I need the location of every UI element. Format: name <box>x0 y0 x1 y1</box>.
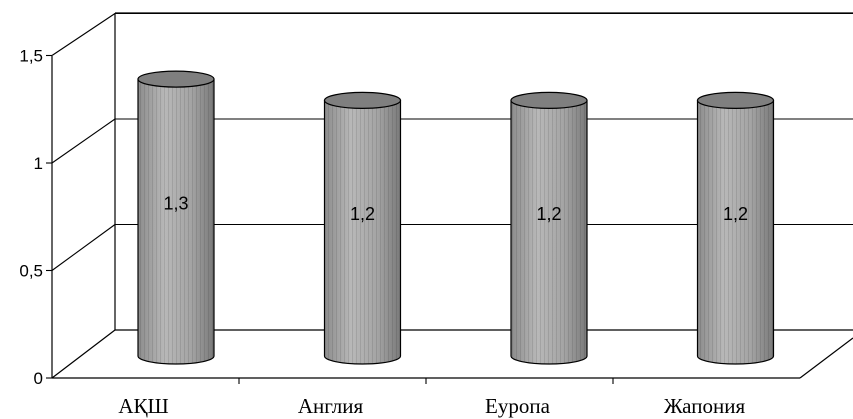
gridline-side-2 <box>51 118 116 164</box>
data-label: 1,2 <box>536 204 561 224</box>
bar-1 <box>323 91 402 365</box>
category-label: Англия <box>298 394 364 418</box>
bar-outline <box>510 99 588 365</box>
bar-outline <box>323 99 402 365</box>
bar-3 <box>696 91 775 365</box>
bar-top <box>696 91 775 110</box>
bar-top <box>510 91 588 110</box>
category-label: Еуропа <box>485 394 551 418</box>
y-tick-label: 0,5 <box>19 262 43 281</box>
bar-top <box>323 91 402 110</box>
bar-outline <box>137 78 215 365</box>
data-label: 1,3 <box>163 194 188 214</box>
bar-outline <box>696 99 775 365</box>
y-tick-label: 1 <box>34 154 43 173</box>
category-label: АҚШ <box>118 394 168 418</box>
gridline-side-3 <box>51 13 116 56</box>
data-label: 1,2 <box>723 204 748 224</box>
floor-right-edge <box>799 337 853 379</box>
bar-top <box>137 70 215 88</box>
bar-0 <box>137 70 215 365</box>
y-tick-label: 1,5 <box>19 47 43 66</box>
gridline-side-1 <box>51 224 116 271</box>
category-label: Жапония <box>664 394 746 418</box>
data-label: 1,2 <box>350 204 375 224</box>
y-tick-label: 0 <box>34 369 43 388</box>
bar-2 <box>510 91 588 365</box>
floor-left-edge <box>51 329 116 379</box>
